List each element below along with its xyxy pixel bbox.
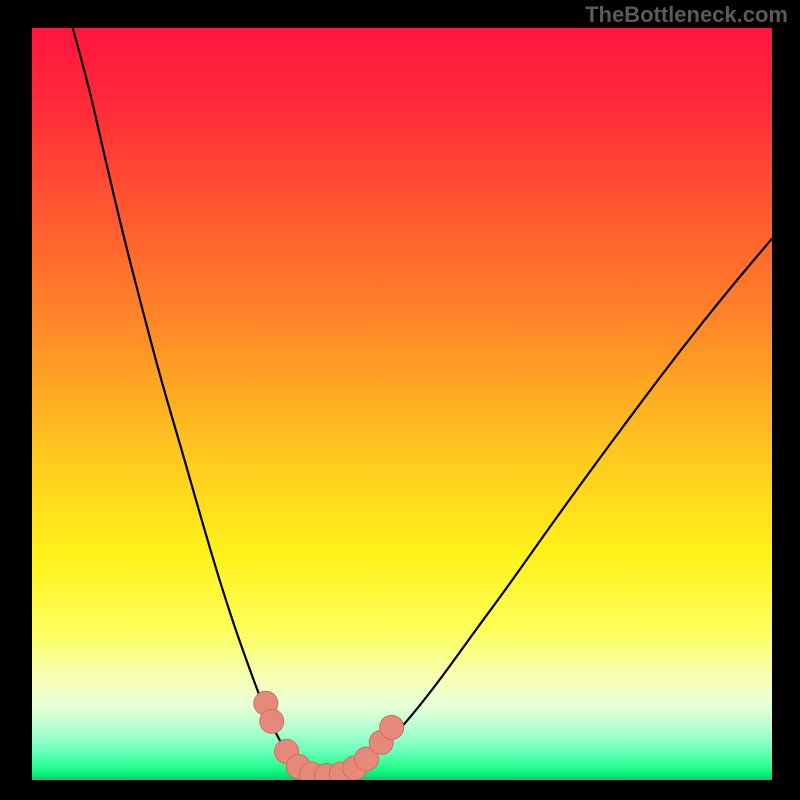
curve-layer bbox=[32, 28, 772, 780]
watermark-text: TheBottleneck.com bbox=[585, 2, 788, 28]
plot-area bbox=[32, 28, 772, 780]
data-marker bbox=[380, 715, 404, 739]
chart-canvas: TheBottleneck.com bbox=[0, 0, 800, 800]
curve-right bbox=[321, 239, 772, 777]
curve-left bbox=[73, 28, 321, 777]
data-marker bbox=[260, 709, 284, 733]
